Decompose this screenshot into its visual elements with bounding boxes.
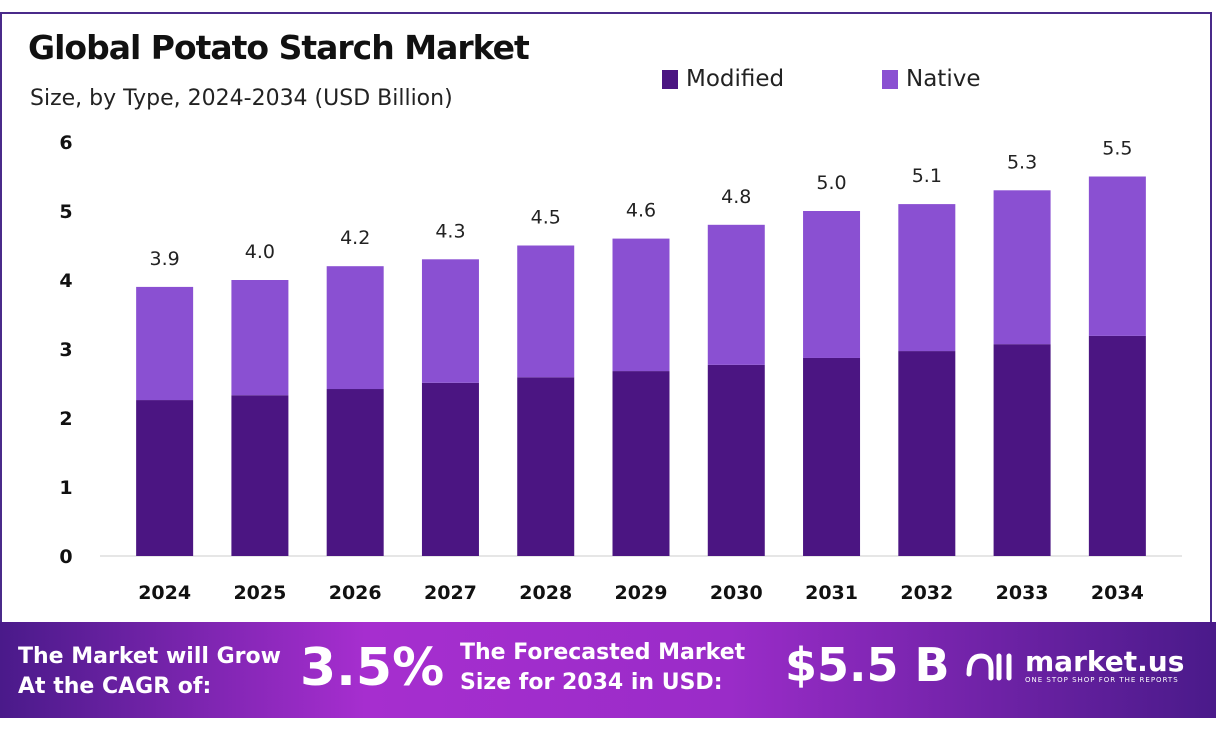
bar-native: [326, 266, 384, 390]
bar-native: [517, 245, 575, 378]
legend-label: Modified: [686, 66, 785, 92]
bar-modified: [136, 400, 194, 556]
legend-label: Native: [906, 66, 981, 92]
data-label: 4.0: [245, 241, 275, 263]
data-label: 5.1: [912, 165, 942, 187]
bar-modified: [1088, 335, 1146, 556]
bar-modified: [421, 382, 479, 556]
data-label: 4.2: [340, 227, 370, 249]
data-label: 5.0: [816, 172, 846, 194]
x-tick-label: 2028: [519, 582, 572, 604]
x-tick-label: 2034: [1091, 582, 1144, 604]
y-tick-label: 5: [59, 201, 72, 223]
y-tick-label: 6: [59, 132, 72, 154]
legend-item-modified: Modified: [662, 66, 784, 92]
logo-text: market.us: [1025, 645, 1185, 678]
data-label: 4.3: [435, 220, 465, 242]
x-tick-label: 2031: [805, 582, 858, 604]
legend-swatch-modified: [662, 69, 678, 89]
x-tick-label: 2030: [710, 582, 763, 604]
bar-native: [707, 224, 765, 365]
bar-native: [136, 286, 194, 401]
data-label: 5.5: [1102, 138, 1132, 160]
data-label: 4.5: [531, 207, 561, 229]
bar-modified: [707, 364, 765, 556]
forecast-value: $5.5 B: [785, 638, 950, 692]
forecast-label-line1: The Forecasted Market: [460, 640, 746, 665]
cagr-label-line2: At the CAGR of:: [18, 674, 212, 699]
chart-frame: [0, 12, 1212, 718]
bar-modified: [803, 357, 861, 556]
x-tick-label: 2024: [138, 582, 191, 604]
y-tick-label: 0: [59, 546, 72, 568]
x-tick-label: 2025: [233, 582, 286, 604]
chart-subtitle: Size, by Type, 2024-2034 (USD Billion): [30, 86, 453, 111]
bar-modified: [517, 377, 575, 556]
bar-chart: 0 1 2 3 4 5 6 3.9 2024 4.0 2025 4.2 2026 4.3 2027 4.5 20…: [59, 132, 1182, 604]
chart-title: Global Potato Starch Market: [28, 28, 530, 67]
y-tick-label: 4: [59, 270, 72, 292]
legend-swatch-native: [882, 69, 898, 89]
legend-item-native: Native: [882, 66, 980, 92]
bar-native: [1088, 176, 1146, 336]
logo-icon: [966, 653, 1012, 681]
x-tick-label: 2029: [615, 582, 668, 604]
bar-modified: [898, 351, 956, 556]
x-tick-label: 2033: [996, 582, 1049, 604]
x-tick-label: 2032: [900, 582, 953, 604]
logo-tagline: ONE STOP SHOP FOR THE REPORTS: [1025, 676, 1179, 684]
x-tick-label: 2026: [329, 582, 382, 604]
bar-modified: [993, 344, 1051, 556]
bar-native: [803, 211, 861, 358]
cagr-label-line1: The Market will Grow: [18, 644, 281, 669]
market-us-logo: market.us ONE STOP SHOP FOR THE REPORTS: [965, 648, 1184, 684]
bar-modified: [612, 371, 670, 556]
bar-native: [421, 259, 479, 383]
bar-native: [898, 204, 956, 352]
bar-native: [612, 238, 670, 372]
cagr-value: 3.5%: [300, 638, 445, 698]
bar-native: [993, 190, 1051, 345]
summary-banner: The Market will Grow At the CAGR of: 3.5…: [0, 622, 1216, 718]
x-tick-label: 2027: [424, 582, 477, 604]
forecast-label: The Forecasted Market Size for 2034 in U…: [460, 638, 745, 698]
data-label: 4.8: [721, 186, 751, 208]
y-tick-label: 2: [59, 408, 72, 430]
forecast-label-line2: Size for 2034 in USD:: [460, 670, 723, 695]
bar-modified: [326, 389, 384, 556]
cagr-label: The Market will Grow At the CAGR of:: [18, 642, 281, 702]
data-label: 5.3: [1007, 151, 1037, 173]
y-tick-label: 1: [59, 477, 72, 499]
bar-native: [231, 280, 289, 396]
data-label: 3.9: [150, 248, 180, 270]
y-tick-label: 3: [59, 339, 72, 361]
data-label: 4.6: [626, 200, 656, 222]
bar-modified: [231, 395, 289, 556]
